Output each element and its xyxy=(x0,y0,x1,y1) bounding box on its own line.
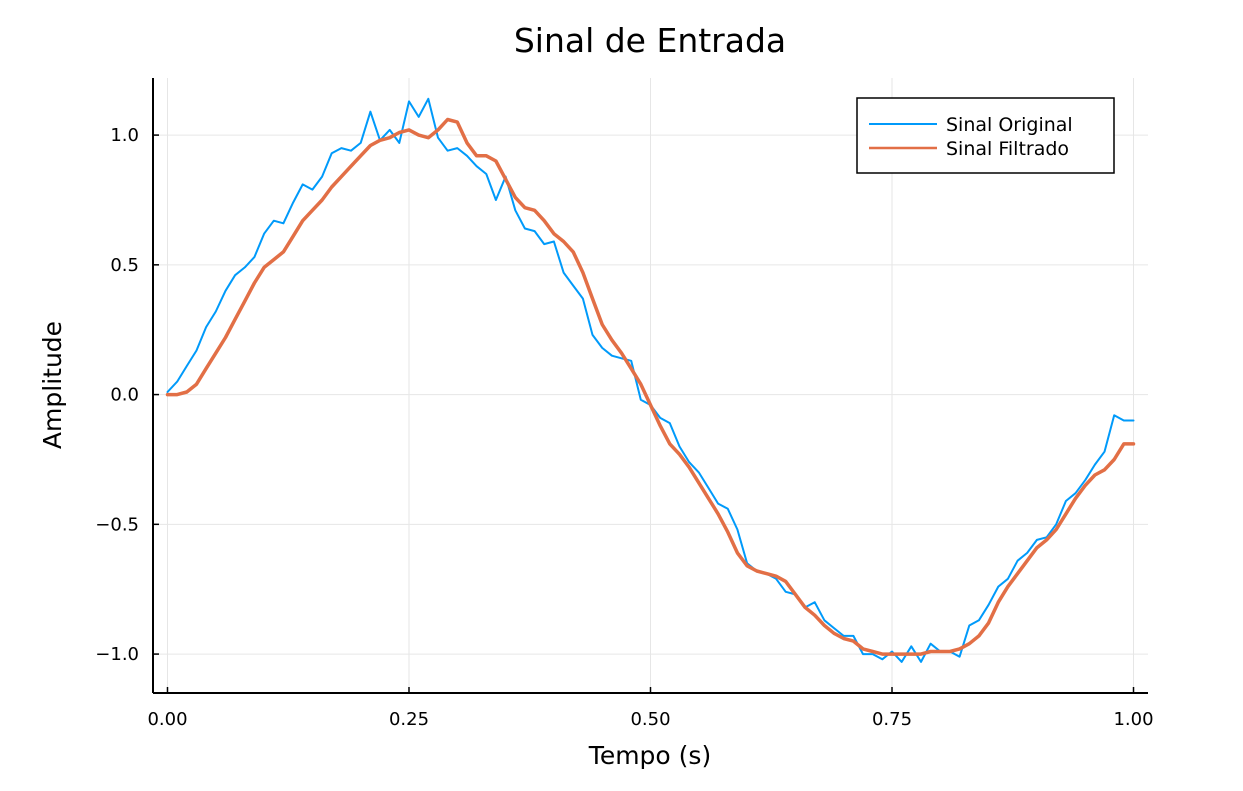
chart-title: Sinal de Entrada xyxy=(514,21,786,60)
series-layer xyxy=(165,97,1136,663)
y-tick-label: 0.5 xyxy=(110,255,139,276)
legend-label-filtrado: Sinal Filtrado xyxy=(946,138,1069,160)
y-tick-label: 0.0 xyxy=(110,385,139,406)
y-ticks: −1.0 −0.5 0.0 0.5 1.0 xyxy=(95,125,159,665)
legend: Sinal Original Sinal Filtrado xyxy=(856,97,1115,174)
x-tick-label: 1.00 xyxy=(1113,709,1153,730)
x-tick-label: 0.75 xyxy=(872,709,912,730)
y-tick-label: −0.5 xyxy=(95,514,139,535)
legend-label-original: Sinal Original xyxy=(946,114,1073,136)
x-ticks: 0.00 0.25 0.50 0.75 1.00 xyxy=(147,687,1154,730)
y-tick-label: 1.0 xyxy=(110,125,139,146)
x-tick-label: 0.50 xyxy=(630,709,670,730)
x-tick-label: 0.25 xyxy=(389,709,429,730)
x-tick-label: 0.00 xyxy=(147,709,187,730)
x-axis-label: Tempo (s) xyxy=(588,741,711,770)
y-tick-label: −1.0 xyxy=(95,644,139,665)
y-axis-label: Amplitude xyxy=(38,321,67,449)
legend-box xyxy=(856,97,1115,174)
series-line-filtrado xyxy=(165,117,1136,656)
